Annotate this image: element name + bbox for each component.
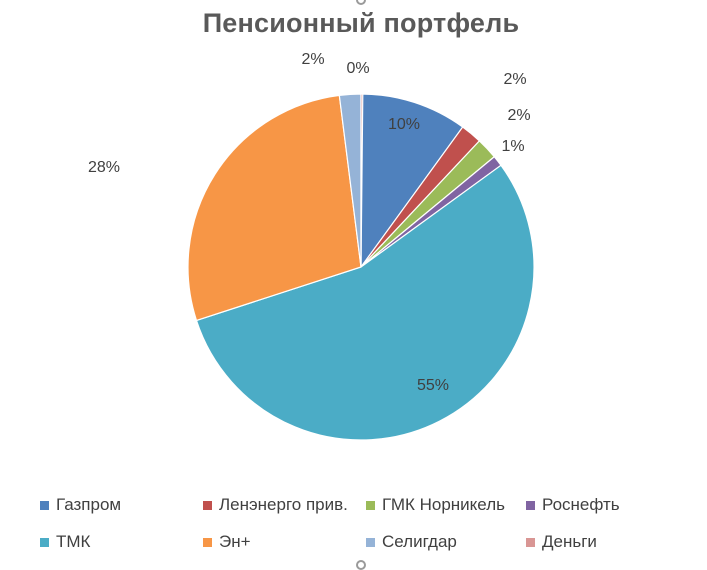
legend-swatch-7 (366, 537, 375, 547)
legend-label-3: ГМК Норникель (382, 495, 505, 514)
data-label-2: 2% (503, 71, 526, 88)
legend-swatch-6 (203, 537, 212, 547)
legend-item-7: Селигдар (366, 531, 526, 553)
legend-swatch-2 (203, 500, 212, 510)
legend-item-5: ТМК (40, 531, 203, 553)
data-label-5: 55% (417, 377, 449, 394)
pie-slice-1[interactable] (360, 93, 464, 269)
data-label-1: 10% (388, 116, 420, 133)
data-label-6: 28% (88, 159, 120, 176)
legend-item-1: Газпром (40, 494, 203, 516)
legend-label-1: Газпром (56, 495, 122, 514)
legend-swatch-5 (40, 537, 49, 547)
legend-item-4: Роснефть (526, 494, 696, 516)
chart-resize-handle-top[interactable] (356, 0, 366, 5)
data-label-4: 1% (501, 138, 524, 155)
legend-label-6: Эн+ (219, 532, 251, 551)
pie-slice-5[interactable] (195, 164, 535, 441)
data-label-8: 0% (346, 60, 369, 77)
legend-swatch-1 (40, 500, 49, 510)
chart-title: Пенсионный портфель (202, 8, 520, 38)
chart-legend: Газпром Ленэнерго прив. ГМК Норникель Росне… (40, 494, 700, 553)
legend-label-7: Селигдар (382, 532, 457, 551)
legend-swatch-4 (526, 500, 535, 510)
legend-item-6: Эн+ (203, 531, 366, 553)
legend-label-2: Ленэнерго прив. (219, 495, 348, 514)
legend-label-8: Деньги (542, 532, 597, 551)
pie-chart[interactable]: 10% 2% 2% 1% 55% 28% 2% 0% (0, 0, 707, 490)
pie-slice-6[interactable] (187, 94, 362, 322)
legend-item-8: Деньги (526, 531, 696, 553)
legend-swatch-8 (526, 537, 535, 547)
legend-item-3: ГМК Норникель (366, 494, 526, 516)
pie-slice-8[interactable] (360, 93, 364, 268)
legend-label-4: Роснефть (542, 495, 620, 514)
data-label-7: 2% (301, 51, 324, 68)
chart-resize-handle-bottom[interactable] (356, 560, 366, 570)
legend-label-5: ТМК (56, 532, 91, 551)
legend-swatch-3 (366, 500, 375, 510)
legend-item-2: Ленэнерго прив. (203, 494, 366, 516)
data-label-3: 2% (507, 107, 530, 124)
